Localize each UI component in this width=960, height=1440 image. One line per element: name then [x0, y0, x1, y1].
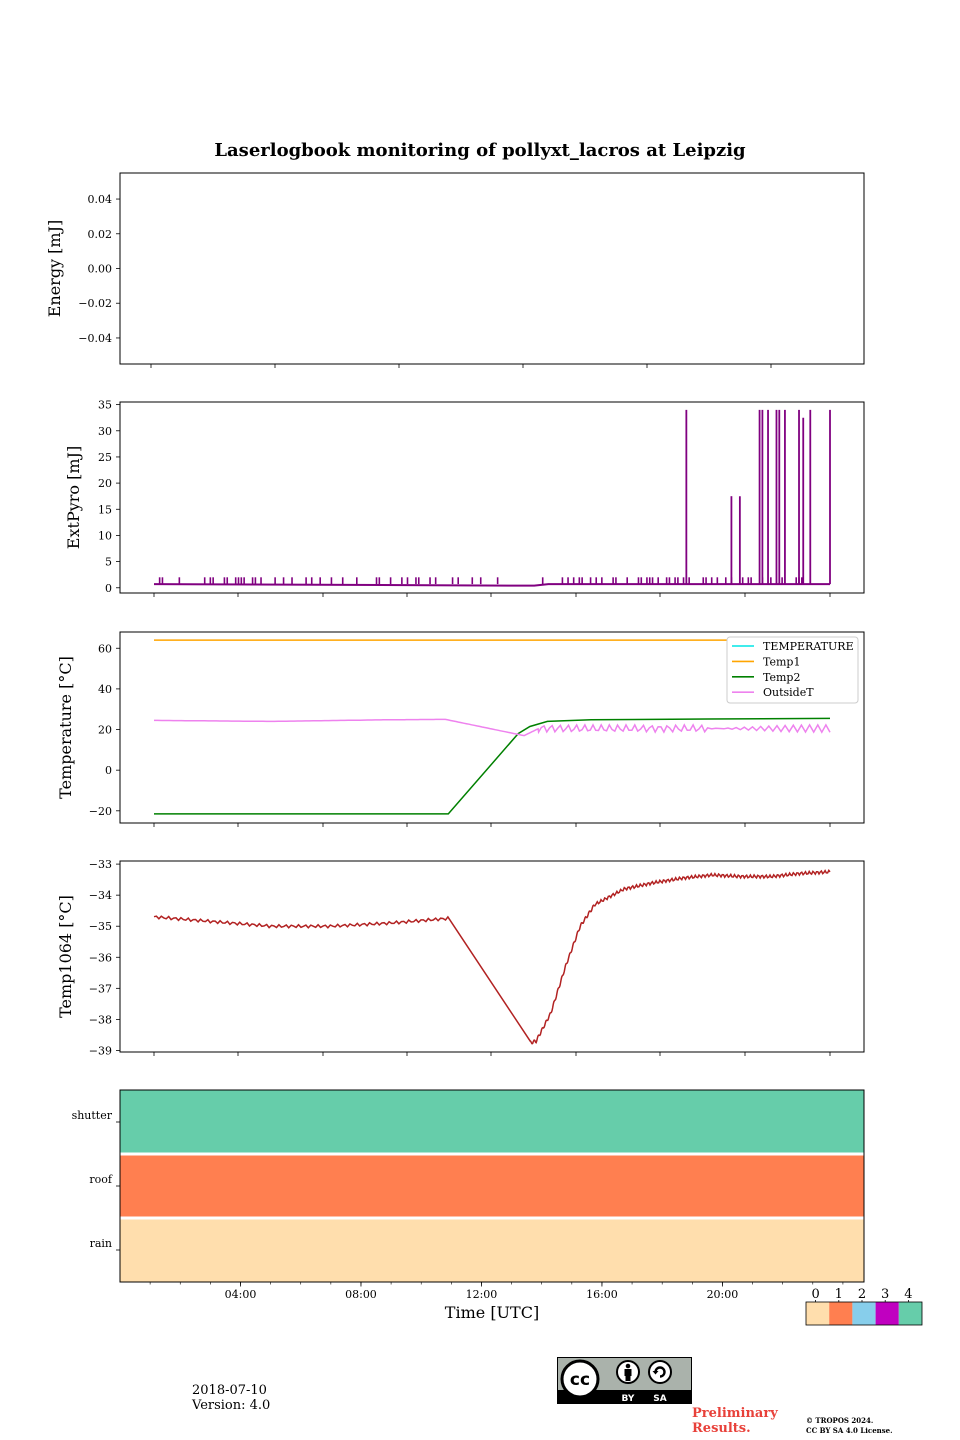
preliminary-line1: Preliminary — [692, 1406, 778, 1421]
colorbar-segment-4 — [898, 1302, 922, 1325]
colorbar-frame — [805, 1301, 923, 1326]
y-tick-label-0: −0.04 — [78, 332, 112, 345]
version-label: Version: 4.0 — [192, 1398, 271, 1413]
legend-label-temp2: Temp2 — [763, 671, 800, 684]
status-label-roof: roof — [89, 1173, 113, 1186]
extpyro-baseline — [153, 583, 830, 587]
colorbar-tick-label-0: 0 — [811, 1287, 819, 1302]
y-tick-label-2: −20 — [89, 805, 112, 818]
license-by-label: BY — [622, 1394, 635, 1404]
copyright-note: © TROPOS 2024. CC BY SA 4.0 License. — [806, 1416, 893, 1436]
preliminary-note: Preliminary Results. — [692, 1406, 778, 1436]
y-tick-label-0: 0.02 — [88, 228, 113, 241]
colorbar-tick-label-2: 2 — [858, 1287, 866, 1302]
y-tick-label-1: 10 — [98, 529, 112, 542]
status-label-rain: rain — [90, 1237, 112, 1250]
series-line-temp2 — [154, 717, 831, 815]
panel-frame-2 — [119, 631, 865, 824]
cc-by-sa-icon: cc BY SA — [557, 1357, 692, 1404]
status-row-shutter — [120, 1090, 864, 1154]
x-tick-label: 20:00 — [707, 1288, 739, 1301]
y-axis-label-3: Temp1064 [°C] — [56, 895, 75, 1018]
temp1064-line — [153, 868, 831, 1045]
y-tick-label-0: 0.04 — [88, 193, 113, 206]
y-tick-label-1: 35 — [98, 399, 112, 412]
copyright-line2: CC BY SA 4.0 License. — [806, 1426, 893, 1435]
panel-frame-0 — [119, 172, 865, 365]
y-tick-label-0: 0.00 — [88, 263, 113, 276]
colorbar-segment-0 — [806, 1302, 830, 1325]
y-tick-label-3: −39 — [89, 1044, 112, 1057]
y-tick-label-2: 60 — [98, 642, 112, 655]
y-tick-label-2: 40 — [98, 683, 112, 696]
footer-info: 2018-07-10 Version: 4.0 — [192, 1383, 270, 1413]
y-tick-label-3: −36 — [89, 951, 112, 964]
colorbar-tick-label-3: 3 — [881, 1287, 889, 1302]
status-row-rain — [120, 1218, 864, 1282]
license-sa-label: SA — [653, 1394, 666, 1404]
legend-label-temp1: Temp1 — [763, 655, 800, 668]
date-label: 2018-07-10 — [192, 1383, 267, 1398]
y-tick-label-0: −0.02 — [78, 297, 112, 310]
x-tick-label: 16:00 — [586, 1288, 618, 1301]
colorbar-tick-label-1: 1 — [835, 1287, 843, 1302]
y-axis-label-0: Energy [mJ] — [45, 220, 64, 318]
panel-frame-1 — [119, 401, 865, 594]
panel-frame-3 — [119, 860, 865, 1053]
status-label-shutter: shutter — [72, 1109, 113, 1122]
y-tick-label-2: 20 — [98, 724, 112, 737]
y-tick-label-1: 0 — [105, 582, 112, 595]
copyright-line1: © TROPOS 2024. — [806, 1416, 874, 1425]
y-tick-label-2: 0 — [105, 764, 112, 777]
y-tick-label-1: 25 — [98, 451, 112, 464]
y-tick-label-3: −38 — [89, 1013, 112, 1026]
y-tick-label-3: −37 — [89, 982, 112, 995]
series-line-outsidet — [154, 718, 831, 737]
y-tick-label-1: 30 — [98, 425, 112, 438]
colorbar-segment-3 — [875, 1302, 899, 1325]
preliminary-line2: Results. — [692, 1421, 751, 1436]
legend-label-temperature: TEMPERATURE — [763, 640, 854, 653]
svg-text:cc: cc — [570, 1370, 590, 1390]
status-row-roof — [120, 1154, 864, 1218]
x-tick-label: 12:00 — [466, 1288, 498, 1301]
y-axis-label-2: Temperature [°C] — [56, 656, 75, 799]
figure-title: Laserlogbook monitoring of pollyxt_lacro… — [214, 140, 746, 161]
colorbar-tick-label-4: 4 — [904, 1287, 912, 1302]
y-tick-label-1: 20 — [98, 477, 112, 490]
legend-box — [726, 636, 859, 704]
colorbar-segment-2 — [852, 1302, 876, 1325]
y-tick-label-3: −33 — [89, 858, 112, 871]
x-tick-label: 08:00 — [345, 1288, 377, 1301]
y-tick-label-1: 5 — [105, 556, 112, 569]
colorbar-segment-1 — [829, 1302, 853, 1325]
y-tick-label-3: −34 — [89, 889, 112, 902]
x-tick-label: 04:00 — [225, 1288, 257, 1301]
legend-label-outsidet: OutsideT — [763, 686, 814, 699]
y-tick-label-1: 15 — [98, 503, 112, 516]
y-axis-label-1: ExtPyro [mJ] — [64, 446, 83, 549]
panel-frame-4 — [119, 1089, 865, 1283]
y-tick-label-3: −35 — [89, 920, 112, 933]
x-axis-label: Time [UTC] — [445, 1303, 539, 1322]
